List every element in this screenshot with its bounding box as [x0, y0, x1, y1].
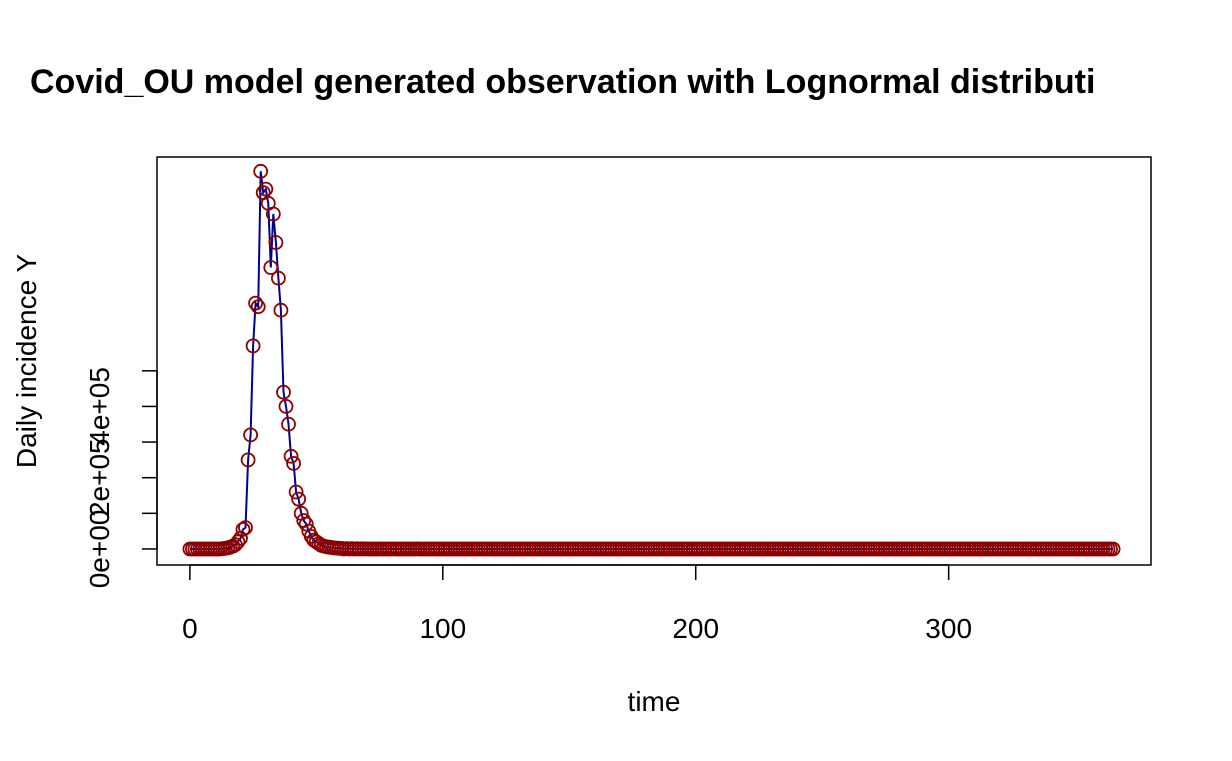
chart-title: Covid_OU model generated observation wit… [30, 63, 1095, 101]
data-point [250, 299, 266, 315]
data-point [278, 398, 294, 414]
y-tick-label: 2e+05 [84, 438, 115, 517]
data-point [265, 206, 281, 222]
data-point [346, 541, 362, 557]
data-point [341, 541, 357, 557]
x-tick-label: 300 [925, 613, 972, 644]
data-point [268, 235, 284, 250]
data-point [276, 384, 291, 400]
y-axis-label: Daily incidence Y [11, 254, 42, 469]
data-point [253, 163, 269, 179]
x-tick-label: 100 [419, 613, 466, 644]
series-line [189, 171, 1114, 550]
data-point [230, 534, 246, 550]
data-point [288, 484, 304, 500]
x-tick-label: 0 [182, 613, 198, 644]
y-tick-label: 4e+05 [84, 367, 115, 446]
data-point [248, 295, 264, 311]
data-point [235, 522, 251, 537]
series-line-path [189, 171, 1114, 550]
plot-frame [156, 156, 1152, 566]
data-point [263, 260, 279, 275]
x-axis-label: time [628, 686, 681, 717]
data-point [240, 452, 256, 468]
data-point [283, 448, 299, 464]
x-axis: 0 100 200 300 [182, 564, 972, 644]
data-point [238, 520, 253, 535]
data-point [258, 181, 274, 197]
data-point [245, 338, 261, 354]
series-points [182, 163, 1121, 557]
data-point [273, 302, 289, 318]
data-point [291, 491, 307, 507]
data-point [243, 427, 259, 443]
data-point [1103, 541, 1118, 557]
data-point [298, 516, 314, 532]
x-tick-label: 200 [672, 613, 719, 644]
y-tick-label: 0e+00 [84, 510, 115, 589]
data-point [336, 541, 352, 557]
data-point [281, 416, 296, 432]
data-point [270, 270, 286, 286]
data-point [286, 455, 302, 471]
